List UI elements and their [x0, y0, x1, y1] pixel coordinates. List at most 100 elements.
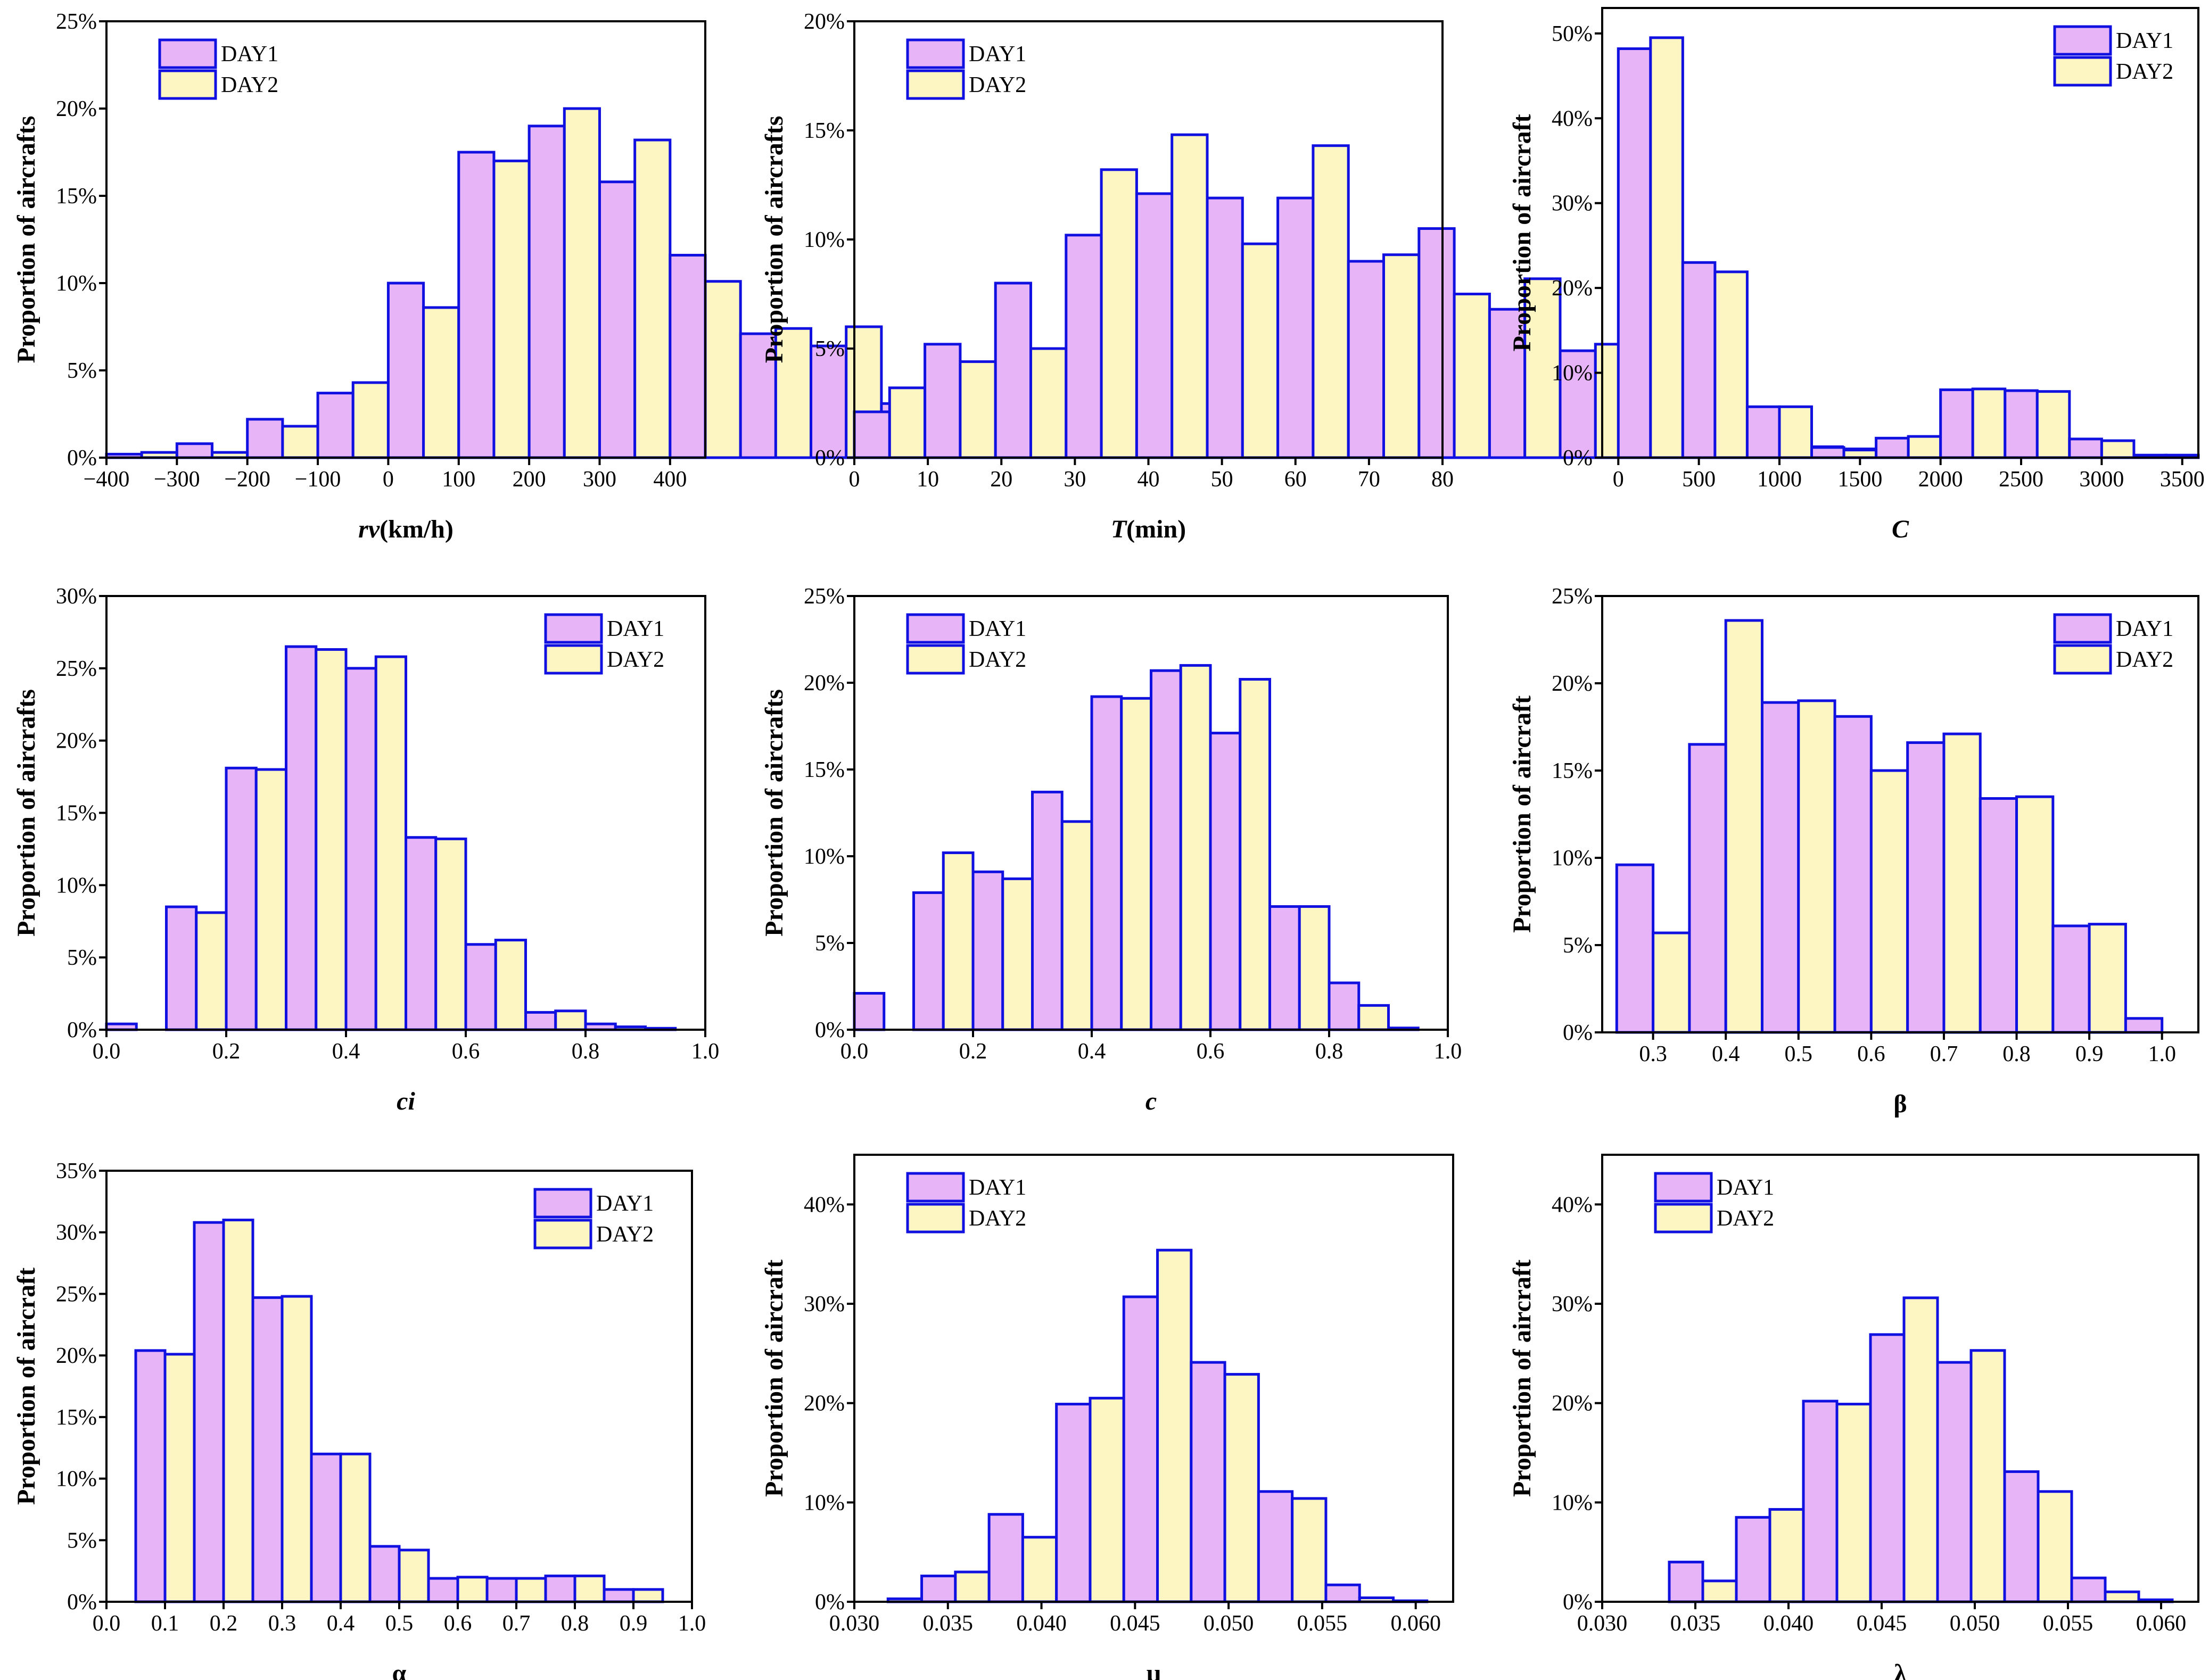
bar-day1-10: [1559, 349, 1597, 459]
bar-day2-0: [888, 386, 927, 459]
legend-label-day1: DAY1: [969, 1176, 1026, 1200]
bar-day1-2: [987, 1513, 1024, 1603]
plot-frame: [105, 20, 706, 459]
bar-day1-6: [485, 1577, 518, 1603]
x-tick-label: 0.045: [1857, 1611, 1907, 1636]
chart-ci: 0% 5% 10% 15% 20% 25% 30% 0.0 0.2 0.4 0.6 0.8 1.0 Pro…: [12, 584, 719, 1115]
bar-day2-5: [1223, 1373, 1260, 1603]
bar-day2-6: [2037, 1490, 2073, 1603]
y-tick-label: 0%: [67, 446, 97, 470]
bar-day2-4: [422, 306, 460, 459]
bar-day2-1: [222, 1219, 254, 1603]
bar-day2-5: [434, 837, 467, 1031]
y-tick-label: 25%: [56, 657, 97, 681]
bar-day1-3: [1802, 1400, 1839, 1603]
bar-day1-4: [344, 667, 377, 1031]
x-tick-label: 0.6: [452, 1039, 480, 1064]
legend-swatch-day2: [906, 644, 965, 675]
x-tick-label: 400: [653, 467, 687, 492]
x-tick-label: 0.050: [1204, 1611, 1254, 1636]
y-tick-label: 25%: [1552, 584, 1593, 609]
y-tick-label: 35%: [56, 1159, 97, 1184]
bar-day2-7: [2100, 439, 2136, 459]
x-tick-label: 0.8: [2002, 1042, 2031, 1066]
x-tick-label: 300: [583, 467, 616, 492]
x-tick-label: 0.060: [2136, 1611, 2187, 1636]
bar-day1-7: [1268, 905, 1301, 1031]
bar-day2-5: [456, 1576, 489, 1603]
bar-day1-3: [1055, 1403, 1092, 1603]
bar-day1-5: [405, 836, 438, 1031]
bar-day1-1: [165, 905, 198, 1031]
x-axis-label: λ: [1894, 1659, 1907, 1680]
bar-day2-6: [494, 939, 527, 1031]
legend-label-day1: DAY1: [221, 42, 278, 67]
y-tick-label: 20%: [804, 10, 845, 34]
y-axis-label: Proportion of aircrafts: [12, 689, 40, 937]
y-tick-label: 20%: [56, 1344, 97, 1368]
x-tick-label: 0.0: [93, 1039, 121, 1064]
y-tick-label: 20%: [804, 1392, 845, 1416]
x-tick-label: 0: [849, 467, 860, 492]
chart-beta: 0% 5% 10% 15% 20% 25% 0.3 0.4 0.5 0.6 0.7 0.8 0.9 1.0…: [1508, 584, 2199, 1118]
x-axis-label: ci: [397, 1087, 415, 1115]
y-tick-label: 15%: [804, 119, 845, 143]
bar-day2-7: [633, 138, 672, 459]
bar-day2-3: [1869, 769, 1909, 1034]
x-tick-label: 0.040: [1016, 1611, 1067, 1636]
legend-swatch-day2: [544, 644, 603, 675]
plot-frame: [853, 595, 1449, 1031]
x-tick-label: 2500: [1999, 467, 2043, 492]
y-tick-label: 40%: [804, 1193, 845, 1217]
bar-day1-10: [810, 344, 848, 459]
y-tick-label: 0%: [1563, 446, 1593, 470]
y-tick-label: 50%: [1552, 22, 1593, 46]
bar-day2-5: [1971, 387, 2007, 459]
y-tick-label: 0%: [67, 1018, 97, 1042]
bar-day1-9: [1488, 308, 1527, 459]
bar-day1-7: [544, 1574, 576, 1603]
bar-day2-3: [1100, 168, 1138, 459]
y-tick-label: 30%: [804, 1292, 845, 1317]
y-tick-label: 40%: [1552, 106, 1593, 131]
x-axis-label: C: [1892, 515, 1909, 543]
bar-day2-2: [1021, 1536, 1058, 1603]
bar-day2-8: [1357, 1004, 1390, 1031]
bar-day1-3: [310, 1452, 342, 1603]
x-tick-label: 1.0: [691, 1039, 720, 1064]
bar-day1-4: [1906, 741, 1946, 1034]
bar-day1-1: [924, 343, 962, 459]
bar-day2-7: [554, 1009, 587, 1031]
bar-day1-1: [1668, 1560, 1704, 1603]
bar-day2-1: [942, 851, 975, 1031]
y-tick-label: 10%: [804, 228, 845, 252]
x-tick-label: 0.2: [210, 1611, 238, 1636]
bar-day2-7: [1298, 905, 1331, 1031]
bar-day1-2: [1760, 701, 1800, 1034]
bar-day1-5: [1206, 196, 1244, 459]
y-tick-label: 0%: [67, 1590, 97, 1615]
y-tick-label: 10%: [56, 1467, 97, 1492]
x-tick-label: 200: [513, 467, 546, 492]
x-tick-label: 20: [990, 467, 1012, 492]
bar-day1-4: [1135, 192, 1174, 459]
bar-day1-1: [1681, 261, 1717, 459]
legend-swatch-day1: [158, 38, 217, 69]
y-tick-label: 30%: [1552, 1292, 1593, 1317]
legend-label-day1: DAY1: [2116, 29, 2173, 53]
bar-day1-6: [2004, 389, 2039, 459]
bar-day1-6: [2003, 1470, 2040, 1603]
bar-day2-4: [1120, 697, 1152, 1031]
y-tick-label: 40%: [1552, 1193, 1593, 1217]
bar-day2-7: [2104, 1590, 2140, 1603]
plot-frame: [1601, 7, 2199, 459]
bar-day2-4: [398, 1549, 430, 1603]
bar-day2-0: [1649, 36, 1684, 459]
x-tick-label: 0.7: [502, 1611, 531, 1636]
bar-day2-2: [1778, 405, 1814, 459]
x-tick-label: 500: [1682, 467, 1716, 492]
x-tick-label: 0.055: [1297, 1611, 1348, 1636]
y-tick-label: 5%: [815, 337, 845, 361]
x-tick-label: 3000: [2079, 467, 2124, 492]
bar-day2-5: [492, 159, 531, 459]
